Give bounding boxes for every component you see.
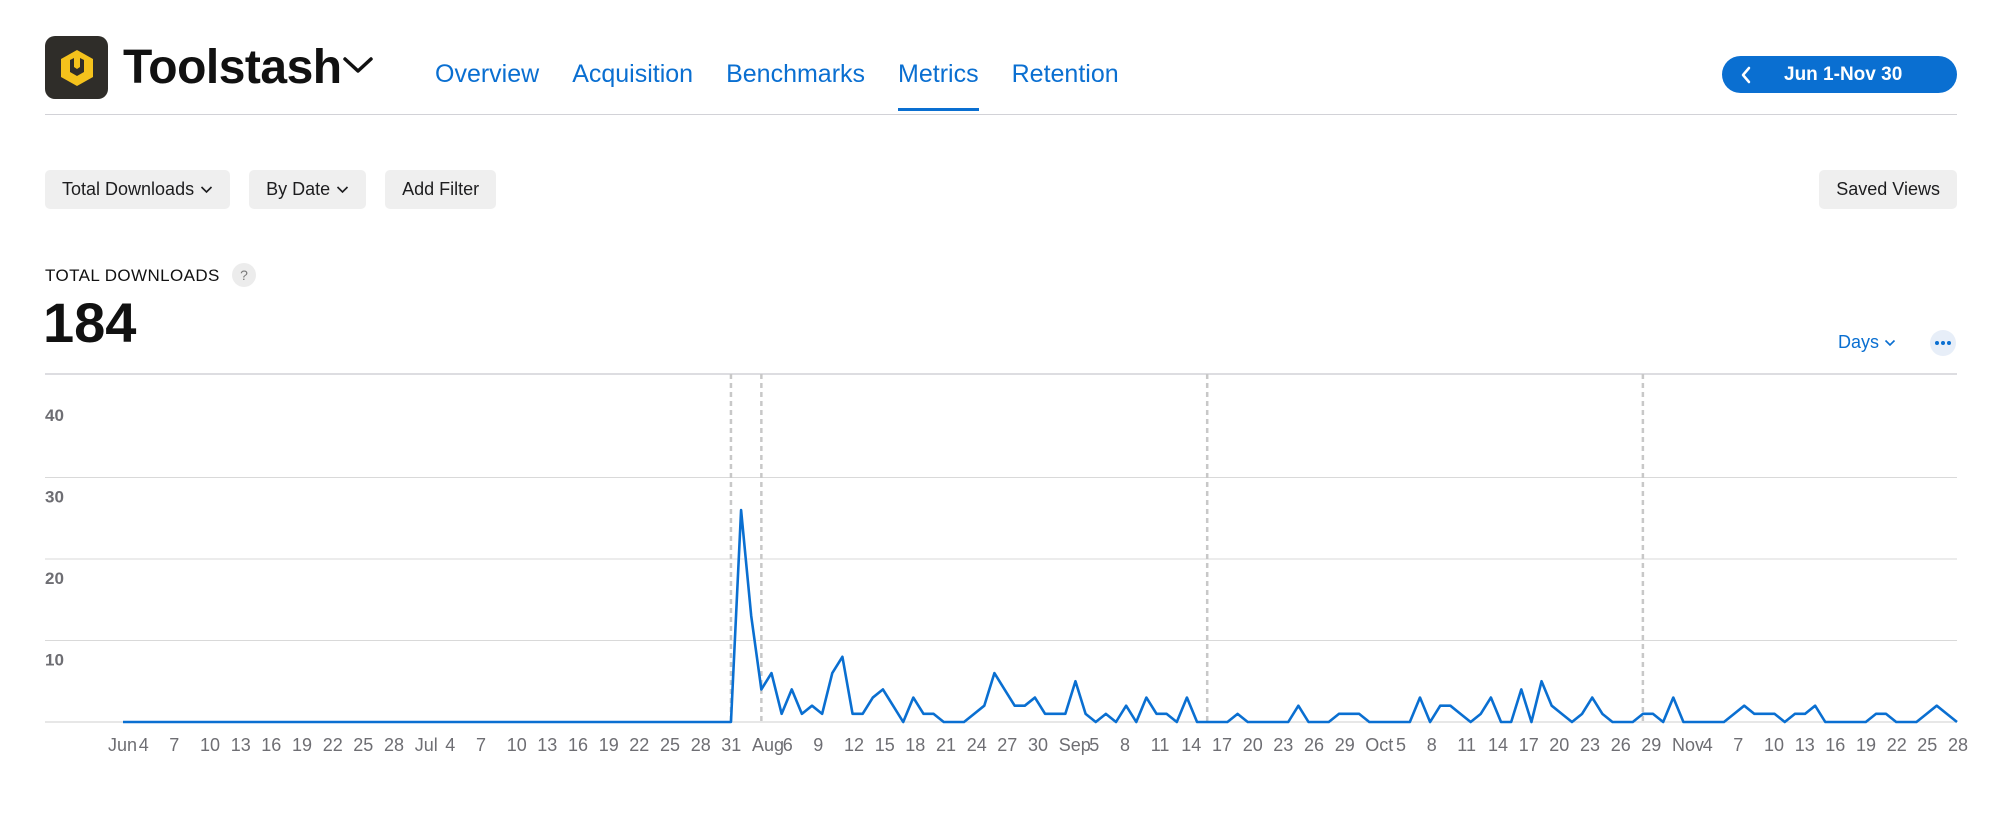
date-range-button[interactable]: Jun 1-Nov 30 [1722, 56, 1957, 93]
chevron-left-icon[interactable] [1740, 66, 1760, 84]
measure-dropdown[interactable]: Total Downloads [45, 170, 231, 209]
x-tick-label: Sep [1059, 735, 1091, 755]
x-tick-label: 10 [1764, 735, 1784, 755]
chevron-down-icon [1884, 339, 1896, 347]
x-tick-label: 28 [1948, 735, 1968, 755]
x-tick-label: Nov [1672, 735, 1704, 755]
x-tick-label: 27 [997, 735, 1017, 755]
x-tick-label: 18 [905, 735, 925, 755]
x-tick-label: 10 [507, 735, 527, 755]
y-tick-label: 20 [45, 569, 64, 588]
app-title[interactable]: Toolstash [123, 41, 342, 94]
tab-metrics[interactable]: Metrics [898, 60, 979, 111]
x-tick-label: 23 [1273, 735, 1293, 755]
app-switcher-chevron-down-icon[interactable] [341, 54, 375, 81]
x-tick-label: Jul [415, 735, 438, 755]
x-tick-label: 19 [599, 735, 619, 755]
x-tick-label: Jun [108, 735, 137, 755]
x-tick-label: 4 [445, 735, 455, 755]
x-tick-label: 25 [660, 735, 680, 755]
x-tick-label: 11 [1457, 735, 1476, 755]
hard-hat-icon [60, 49, 93, 86]
x-tick-label: 5 [1089, 735, 1099, 755]
x-tick-label: 26 [1611, 735, 1631, 755]
x-tick-label: 10 [200, 735, 220, 755]
toolstash-app-icon[interactable] [45, 36, 108, 99]
tab-retention[interactable]: Retention [1011, 60, 1119, 88]
app-header: Toolstash Overview Acquisition Benchmark… [45, 36, 1957, 116]
granularity-dropdown[interactable]: Days [1838, 332, 1896, 353]
x-tick-label: Oct [1365, 735, 1393, 755]
y-tick-label: 40 [45, 406, 64, 425]
tab-acquisition[interactable]: Acquisition [572, 60, 694, 88]
x-tick-label: 31 [721, 735, 741, 755]
x-tick-label: 8 [1427, 735, 1437, 755]
y-tick-label: 10 [45, 651, 64, 670]
x-tick-label: 7 [169, 735, 179, 755]
x-tick-label: 16 [261, 735, 281, 755]
x-tick-label: 30 [1028, 735, 1048, 755]
x-tick-label: 22 [629, 735, 649, 755]
x-tick-label: Aug [752, 735, 784, 755]
x-tick-label: 4 [1703, 735, 1713, 755]
x-tick-label: 12 [844, 735, 864, 755]
x-tick-label: 16 [568, 735, 588, 755]
x-tick-label: 24 [967, 735, 987, 755]
x-tick-label: 20 [1549, 735, 1569, 755]
x-tick-label: 19 [292, 735, 312, 755]
x-tick-label: 29 [1335, 735, 1355, 755]
x-tick-label: 20 [1243, 735, 1263, 755]
header-divider [45, 114, 1957, 115]
x-tick-label: 28 [691, 735, 711, 755]
x-tick-label: 22 [1887, 735, 1907, 755]
x-tick-label: 22 [323, 735, 343, 755]
x-tick-label: 5 [1396, 735, 1406, 755]
x-tick-label: 6 [783, 735, 793, 755]
x-tick-label: 19 [1856, 735, 1876, 755]
x-tick-label: 14 [1181, 735, 1201, 755]
x-tick-label: 9 [813, 735, 823, 755]
x-tick-label: 26 [1304, 735, 1324, 755]
x-tick-label: 21 [936, 735, 956, 755]
x-tick-label: 7 [1733, 735, 1743, 755]
measure-label: Total Downloads [62, 179, 195, 199]
x-tick-label: 25 [353, 735, 373, 755]
x-tick-label: 13 [537, 735, 557, 755]
metric-label: TOTAL DOWNLOADS [45, 266, 220, 285]
more-icon[interactable] [1930, 330, 1956, 356]
x-tick-label: 28 [384, 735, 404, 755]
x-tick-label: 14 [1488, 735, 1508, 755]
x-tick-label: 23 [1580, 735, 1600, 755]
tab-benchmarks[interactable]: Benchmarks [726, 60, 866, 88]
downloads-series-line [123, 508, 1958, 724]
filter-bar: Total Downloads By Date Add Filter [45, 170, 497, 209]
tab-overview[interactable]: Overview [435, 60, 540, 88]
chevron-down-icon [336, 185, 349, 194]
group-by-dropdown[interactable]: By Date [249, 170, 367, 209]
group-by-label: By Date [266, 179, 331, 199]
x-tick-label: 8 [1120, 735, 1130, 755]
x-tick-label: 7 [476, 735, 486, 755]
saved-views-button[interactable]: Saved Views [1819, 170, 1957, 209]
x-tick-label: 13 [1795, 735, 1815, 755]
x-tick-label: 29 [1641, 735, 1661, 755]
x-tick-label: 15 [875, 735, 895, 755]
x-tick-label: 16 [1825, 735, 1845, 755]
x-tick-label: 13 [231, 735, 251, 755]
help-icon[interactable]: ? [232, 263, 256, 287]
x-tick-label: 25 [1917, 735, 1937, 755]
x-tick-label: 11 [1151, 735, 1170, 755]
date-range-label: Jun 1-Nov 30 [1784, 63, 1903, 85]
x-tick-label: 4 [139, 735, 149, 755]
x-tick-label: 17 [1519, 735, 1539, 755]
top-nav: Overview Acquisition Benchmarks Metrics … [435, 60, 1152, 111]
x-tick-label: 17 [1212, 735, 1232, 755]
y-tick-label: 30 [45, 488, 64, 507]
chevron-down-icon [200, 185, 213, 194]
add-filter-button[interactable]: Add Filter [385, 170, 497, 209]
metric-total-value: 184 [43, 291, 137, 354]
granularity-label: Days [1838, 332, 1880, 352]
